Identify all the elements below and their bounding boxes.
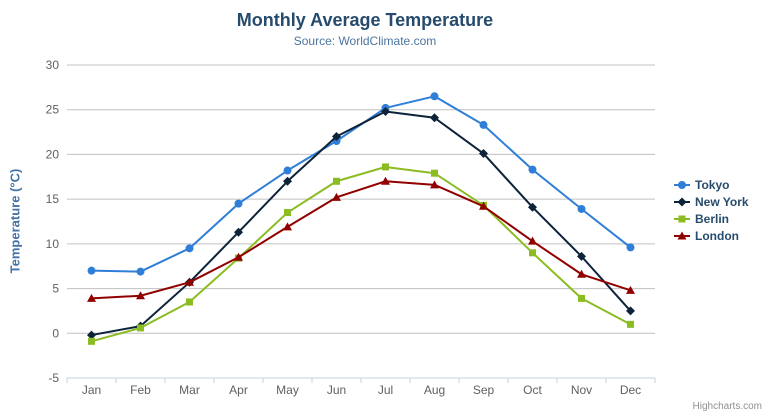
marker-diamond-icon[interactable]: [283, 176, 292, 186]
marker-triangle-icon[interactable]: [677, 231, 687, 240]
marker-diamond-icon[interactable]: [381, 107, 390, 117]
credits-link[interactable]: Highcharts.com: [692, 401, 762, 412]
marker-circle-icon[interactable]: [678, 181, 686, 189]
legend-symbol-icon: [674, 181, 690, 189]
marker-square-icon[interactable]: [284, 209, 291, 217]
x-axis-tick-label: Sep: [473, 383, 495, 397]
x-axis-tick-label: Feb: [130, 383, 151, 397]
x-axis-tick-label: Apr: [229, 383, 248, 397]
marker-diamond-icon[interactable]: [430, 113, 439, 123]
y-axis-tick-label: 15: [46, 192, 60, 206]
legend-symbol-icon: [674, 231, 690, 240]
marker-square-icon[interactable]: [578, 294, 585, 302]
marker-circle-icon[interactable]: [234, 199, 243, 208]
marker-triangle-icon[interactable]: [430, 180, 439, 189]
marker-circle-icon[interactable]: [87, 266, 96, 275]
marker-triangle-icon[interactable]: [332, 192, 341, 201]
marker-circle-icon[interactable]: [283, 166, 292, 175]
marker-square-icon[interactable]: [333, 177, 340, 185]
marker-square-icon[interactable]: [627, 320, 634, 328]
export-menu-button[interactable]: [729, 19, 753, 41]
marker-circle-icon[interactable]: [528, 165, 537, 174]
marker-square-icon[interactable]: [186, 298, 193, 306]
marker-circle-icon[interactable]: [577, 204, 586, 213]
marker-triangle-icon[interactable]: [381, 176, 390, 185]
x-axis-tick-label: May: [276, 383, 299, 397]
marker-diamond-icon[interactable]: [234, 227, 243, 237]
marker-triangle-icon[interactable]: [626, 285, 635, 294]
legend-symbol-icon: [674, 215, 690, 223]
marker-circle-icon[interactable]: [136, 267, 145, 276]
marker-square-icon[interactable]: [431, 169, 438, 177]
marker-triangle-icon[interactable]: [577, 269, 586, 278]
marker-triangle-icon[interactable]: [479, 201, 488, 210]
chart-title: Monthly Average Temperature: [236, 10, 494, 30]
x-axis-tick-label: Jan: [82, 383, 101, 397]
x-axis-tick-label: Oct: [523, 383, 542, 397]
y-axis-tick-label: 20: [46, 147, 60, 161]
marker-circle-icon[interactable]: [479, 120, 488, 129]
x-axis-tick-label: Dec: [620, 383, 641, 397]
series-london[interactable]: [87, 176, 635, 302]
legend-label: New York: [695, 195, 749, 209]
legend-item-new-york[interactable]: New York: [674, 194, 749, 210]
y-axis-tick-label: -5: [48, 371, 59, 385]
marker-circle-icon[interactable]: [185, 244, 194, 253]
marker-triangle-icon[interactable]: [234, 252, 243, 261]
legend-item-berlin[interactable]: Berlin: [674, 211, 749, 227]
x-axis-tick-label: Jul: [378, 383, 393, 397]
marker-triangle-icon[interactable]: [528, 236, 537, 245]
series-tokyo[interactable]: [87, 92, 635, 276]
series-line[interactable]: [90, 95, 632, 273]
marker-diamond-icon[interactable]: [677, 197, 687, 207]
marker-diamond-icon[interactable]: [528, 202, 537, 212]
y-axis-tick-label: 10: [46, 237, 60, 251]
y-axis-tick-label: 25: [46, 103, 60, 117]
marker-triangle-icon[interactable]: [87, 293, 96, 302]
legend-item-london[interactable]: London: [674, 228, 749, 244]
marker-square-icon[interactable]: [382, 163, 389, 171]
marker-square-icon[interactable]: [88, 337, 95, 345]
series-line[interactable]: [90, 180, 632, 300]
legend-label: Berlin: [695, 212, 730, 226]
x-axis-tick-label: Mar: [179, 383, 200, 397]
y-axis-tick-label: 30: [46, 58, 60, 72]
legend-label: Tokyo: [695, 178, 730, 192]
series-line[interactable]: [90, 165, 632, 343]
series-new-york[interactable]: [87, 107, 635, 340]
marker-square-icon[interactable]: [529, 249, 536, 257]
marker-diamond-icon[interactable]: [479, 149, 488, 159]
x-axis-tick-label: Nov: [571, 383, 592, 397]
y-axis-tick-label: 0: [52, 326, 59, 340]
marker-circle-icon[interactable]: [626, 243, 635, 252]
x-axis-tick-label: Jun: [327, 383, 346, 397]
legend-item-tokyo[interactable]: Tokyo: [674, 177, 749, 193]
marker-diamond-icon[interactable]: [87, 330, 96, 340]
marker-diamond-icon[interactable]: [577, 251, 586, 261]
x-axis-tick-label: Aug: [424, 383, 445, 397]
y-axis-tick-label: 5: [52, 282, 59, 296]
series-line[interactable]: [90, 110, 632, 337]
chart-subtitle: Source: WorldClimate.com: [293, 34, 437, 48]
marker-circle-icon[interactable]: [430, 92, 439, 101]
legend-label: London: [695, 229, 739, 243]
marker-square-icon[interactable]: [678, 215, 686, 223]
marker-triangle-icon[interactable]: [283, 222, 292, 231]
marker-triangle-icon[interactable]: [185, 277, 194, 286]
legend-symbol-icon: [674, 197, 690, 207]
marker-triangle-icon[interactable]: [136, 291, 145, 300]
marker-diamond-icon[interactable]: [332, 132, 341, 142]
marker-square-icon[interactable]: [137, 324, 144, 332]
marker-diamond-icon[interactable]: [626, 306, 635, 316]
legend: Tokyo New York Berlin London: [674, 177, 749, 245]
